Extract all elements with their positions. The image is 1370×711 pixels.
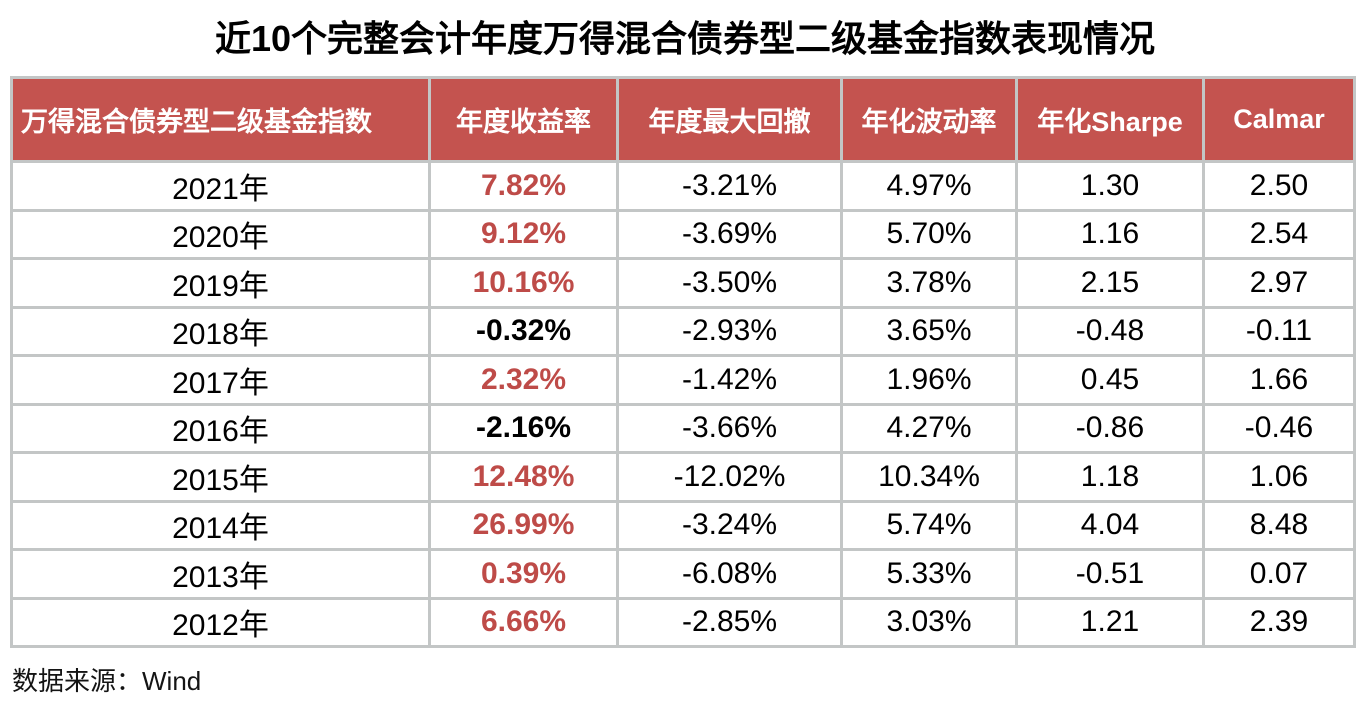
annual-return-cell: 10.16% xyxy=(428,257,619,309)
volatility-cell: 4.97% xyxy=(840,160,1018,212)
sharpe-cell: -0.51 xyxy=(1015,548,1205,600)
year-cell: 2014年 xyxy=(10,499,431,551)
max-drawdown-cell: -12.02% xyxy=(616,451,843,503)
annual-return-cell: 26.99% xyxy=(428,499,619,551)
data-source-note: 数据来源：Wind xyxy=(12,666,202,696)
column-header-max-drawdown: 年度最大回撤 xyxy=(616,76,843,163)
sharpe-cell: 2.15 xyxy=(1015,257,1205,309)
calmar-cell: 2.39 xyxy=(1202,596,1356,648)
column-header-annual-return: 年度收益率 xyxy=(428,76,619,163)
sharpe-cell: -0.48 xyxy=(1015,305,1205,357)
max-drawdown-cell: -3.24% xyxy=(616,499,843,551)
max-drawdown-cell: -3.21% xyxy=(616,160,843,212)
table-row: 2015年 12.48% -12.02% 10.34% 1.18 1.06 xyxy=(10,451,1356,503)
calmar-cell: 2.97 xyxy=(1202,257,1356,309)
max-drawdown-cell: -2.85% xyxy=(616,596,843,648)
max-drawdown-cell: -2.93% xyxy=(616,305,843,357)
table-header: 万得混合债券型二级基金指数 年度收益率 年度最大回撤 年化波动率 年化Sharp… xyxy=(10,76,1356,163)
year-cell: 2019年 xyxy=(10,257,431,309)
table-row: 2018年 -0.32% -2.93% 3.65% -0.48 -0.11 xyxy=(10,305,1356,357)
volatility-cell: 3.78% xyxy=(840,257,1018,309)
max-drawdown-cell: -3.50% xyxy=(616,257,843,309)
calmar-cell: -0.11 xyxy=(1202,305,1356,357)
volatility-cell: 4.27% xyxy=(840,402,1018,454)
table-body: 2021年 7.82% -3.21% 4.97% 1.30 2.50 2020年 9.12% -… xyxy=(10,160,1356,648)
sharpe-cell: 0.45 xyxy=(1015,354,1205,406)
annual-return-cell: 0.39% xyxy=(428,548,619,600)
table-row: 2012年 6.66% -2.85% 3.03% 1.21 2.39 xyxy=(10,596,1356,648)
table-row: 2016年 -2.16% -3.66% 4.27% -0.86 -0.46 xyxy=(10,402,1356,454)
column-header-calmar: Calmar xyxy=(1202,76,1356,163)
annual-return-cell: -2.16% xyxy=(428,402,619,454)
header-row: 万得混合债券型二级基金指数 年度收益率 年度最大回撤 年化波动率 年化Sharp… xyxy=(10,76,1356,163)
year-cell: 2016年 xyxy=(10,402,431,454)
max-drawdown-cell: -1.42% xyxy=(616,354,843,406)
annual-return-cell: 12.48% xyxy=(428,451,619,503)
calmar-cell: 1.06 xyxy=(1202,451,1356,503)
table-row: 2021年 7.82% -3.21% 4.97% 1.30 2.50 xyxy=(10,160,1356,212)
page-title: 近10个完整会计年度万得混合债券型二级基金指数表现情况 xyxy=(214,18,1156,59)
year-cell: 2017年 xyxy=(10,354,431,406)
volatility-cell: 5.33% xyxy=(840,548,1018,600)
calmar-cell: 8.48 xyxy=(1202,499,1356,551)
sharpe-cell: -0.86 xyxy=(1015,402,1205,454)
year-cell: 2015年 xyxy=(10,451,431,503)
max-drawdown-cell: -3.69% xyxy=(616,208,843,260)
performance-table: 万得混合债券型二级基金指数 年度收益率 年度最大回撤 年化波动率 年化Sharp… xyxy=(10,76,1356,648)
calmar-cell: 0.07 xyxy=(1202,548,1356,600)
annual-return-cell: 6.66% xyxy=(428,596,619,648)
column-header-index-name: 万得混合债券型二级基金指数 xyxy=(10,76,431,163)
table-row: 2020年 9.12% -3.69% 5.70% 1.16 2.54 xyxy=(10,208,1356,260)
volatility-cell: 5.74% xyxy=(840,499,1018,551)
sharpe-cell: 4.04 xyxy=(1015,499,1205,551)
column-header-sharpe: 年化Sharpe xyxy=(1015,76,1205,163)
calmar-cell: 2.50 xyxy=(1202,160,1356,212)
column-header-volatility: 年化波动率 xyxy=(840,76,1018,163)
year-cell: 2013年 xyxy=(10,548,431,600)
sharpe-cell: 1.21 xyxy=(1015,596,1205,648)
year-cell: 2021年 xyxy=(10,160,431,212)
calmar-cell: 2.54 xyxy=(1202,208,1356,260)
volatility-cell: 3.65% xyxy=(840,305,1018,357)
year-cell: 2018年 xyxy=(10,305,431,357)
calmar-cell: -0.46 xyxy=(1202,402,1356,454)
table-row: 2017年 2.32% -1.42% 1.96% 0.45 1.66 xyxy=(10,354,1356,406)
table-row: 2013年 0.39% -6.08% 5.33% -0.51 0.07 xyxy=(10,548,1356,600)
year-cell: 2012年 xyxy=(10,596,431,648)
annual-return-cell: 2.32% xyxy=(428,354,619,406)
volatility-cell: 10.34% xyxy=(840,451,1018,503)
annual-return-cell: 7.82% xyxy=(428,160,619,212)
table-row: 2014年 26.99% -3.24% 5.74% 4.04 8.48 xyxy=(10,499,1356,551)
max-drawdown-cell: -3.66% xyxy=(616,402,843,454)
calmar-cell: 1.66 xyxy=(1202,354,1356,406)
sharpe-cell: 1.18 xyxy=(1015,451,1205,503)
volatility-cell: 3.03% xyxy=(840,596,1018,648)
volatility-cell: 5.70% xyxy=(840,208,1018,260)
sharpe-cell: 1.30 xyxy=(1015,160,1205,212)
sharpe-cell: 1.16 xyxy=(1015,208,1205,260)
table-row: 2019年 10.16% -3.50% 3.78% 2.15 2.97 xyxy=(10,257,1356,309)
max-drawdown-cell: -6.08% xyxy=(616,548,843,600)
volatility-cell: 1.96% xyxy=(840,354,1018,406)
annual-return-cell: 9.12% xyxy=(428,208,619,260)
year-cell: 2020年 xyxy=(10,208,431,260)
annual-return-cell: -0.32% xyxy=(428,305,619,357)
